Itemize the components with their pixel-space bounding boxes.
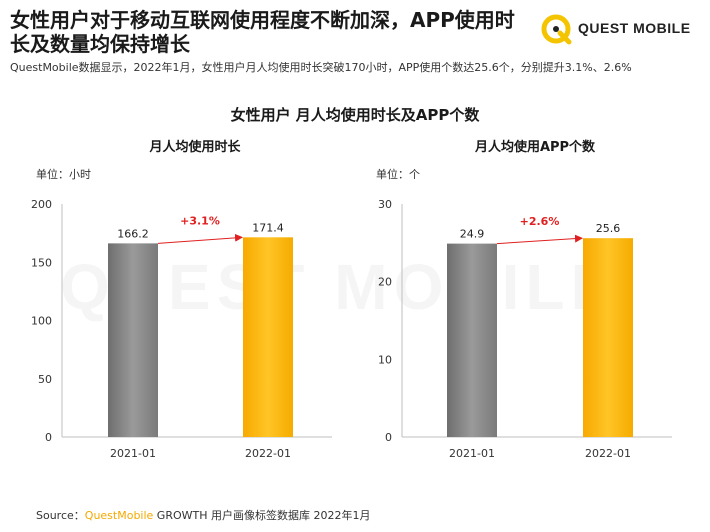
x-tick-label: 2022-01 bbox=[245, 447, 291, 460]
bar-2021-01 bbox=[447, 243, 497, 437]
data-label: 24.9 bbox=[460, 228, 485, 241]
growth-arrow bbox=[496, 234, 583, 245]
bar-2022-01 bbox=[583, 238, 633, 437]
chart-duration: 0 50 100 150 200 166.2 2021-01 171.4 2022-01 +3.1… bbox=[31, 198, 332, 460]
x-tick-label: 2021-01 bbox=[110, 447, 156, 460]
source-note: Source：QuestMobile GROWTH 用户画像标签数据库 2022… bbox=[36, 507, 371, 523]
data-label: 25.6 bbox=[596, 222, 621, 235]
chart-main-title: 女性用户 月人均使用时长及APP个数 bbox=[230, 106, 480, 124]
growth-label: +2.6% bbox=[520, 215, 560, 228]
y-tick-label: 30 bbox=[378, 198, 392, 211]
source-prefix: Source： bbox=[36, 509, 85, 522]
logo-text: QUEST MOBILE bbox=[578, 20, 691, 36]
source-brand: QuestMobile bbox=[84, 509, 154, 522]
source-rest: GROWTH 用户画像标签数据库 2022年1月 bbox=[153, 509, 371, 522]
panel-title-app-count: 月人均使用APP个数 bbox=[474, 140, 596, 155]
y-tick-label: 200 bbox=[31, 198, 52, 211]
unit-label-duration: 单位：小时 bbox=[36, 168, 91, 181]
y-tick-label: 20 bbox=[378, 276, 392, 289]
y-tick-label: 50 bbox=[38, 373, 52, 386]
panel-title-duration: 月人均使用时长 bbox=[149, 140, 241, 155]
growth-label: +3.1% bbox=[180, 214, 220, 227]
growth-arrow bbox=[157, 233, 243, 244]
bar-2021-01 bbox=[108, 243, 158, 437]
y-tick-label: 0 bbox=[45, 431, 52, 444]
quest-mobile-q-logo-icon bbox=[541, 14, 572, 45]
data-label: 166.2 bbox=[117, 227, 149, 240]
y-tick-label: 10 bbox=[378, 353, 392, 366]
subtitle: QuestMobile数据显示，2022年1月，女性用户月人均使用时长突破170… bbox=[10, 61, 632, 74]
x-tick-label: 2022-01 bbox=[585, 447, 631, 460]
logo: QUEST MOBILE bbox=[540, 10, 710, 50]
y-tick-label: 150 bbox=[31, 256, 52, 269]
y-tick-label: 100 bbox=[31, 315, 52, 328]
chart-app-count: 0 10 20 30 24.9 2021-01 25.6 2022-01 +2.6% bbox=[378, 198, 672, 460]
page-title: 女性用户对于移动互联网使用程度不断加深，APP使用时长及数量均保持增长 bbox=[10, 8, 515, 56]
x-tick-label: 2021-01 bbox=[449, 447, 495, 460]
data-label: 171.4 bbox=[252, 221, 284, 234]
bar-2022-01 bbox=[243, 237, 293, 437]
y-tick-label: 0 bbox=[385, 431, 392, 444]
unit-label-app-count: 单位：个 bbox=[376, 168, 420, 181]
